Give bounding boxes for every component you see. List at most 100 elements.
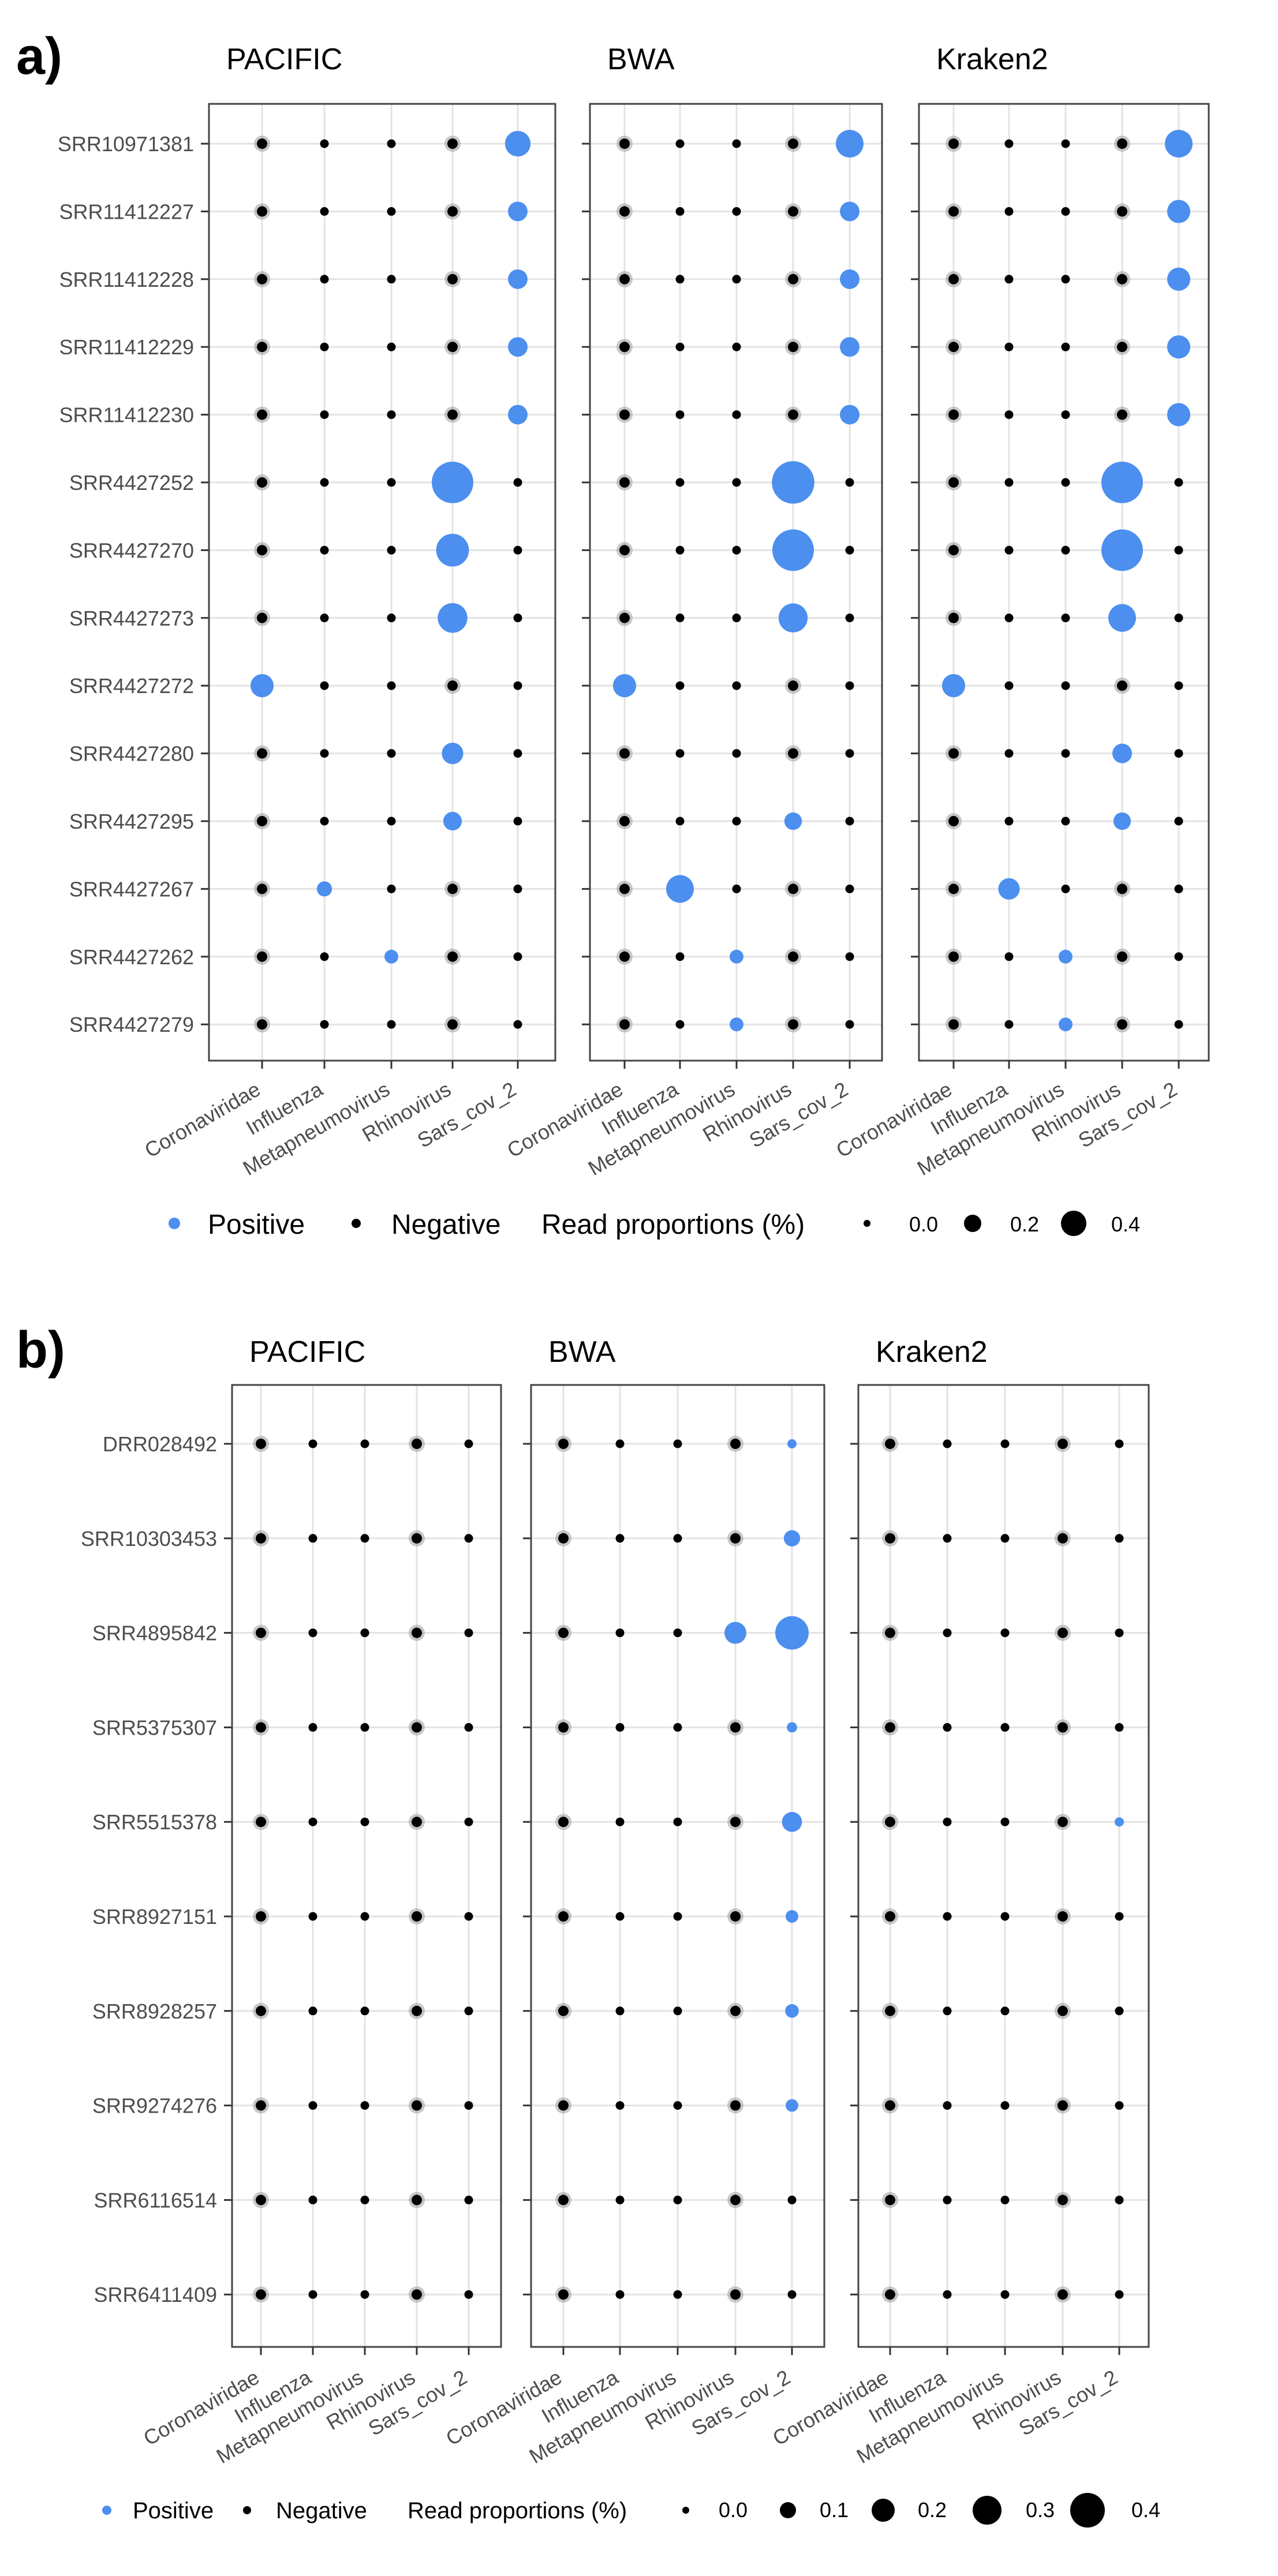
point-positive — [1115, 1817, 1124, 1827]
point-negative — [1061, 681, 1070, 690]
point-negative — [1174, 884, 1183, 893]
point-negative — [675, 681, 685, 690]
point-negative — [412, 1627, 422, 1638]
legend-negative-label: Negative — [391, 1210, 500, 1240]
point-negative — [464, 2290, 473, 2299]
point-negative — [447, 138, 458, 149]
point-negative — [730, 2195, 741, 2206]
point-negative — [558, 2005, 569, 2016]
point-negative — [943, 1817, 952, 1826]
point-negative — [1174, 817, 1183, 826]
point-positive — [785, 2004, 799, 2018]
point-negative — [1057, 1911, 1068, 1922]
y-tick-label: SRR6116514 — [94, 2188, 218, 2212]
y-tick-label: SRR4427295 — [69, 810, 194, 833]
point-negative — [948, 816, 959, 826]
point-negative — [257, 342, 267, 353]
point-negative — [320, 478, 329, 487]
point-positive — [998, 878, 1020, 900]
point-negative — [1004, 681, 1014, 690]
point-positive — [1101, 462, 1143, 503]
point-negative — [730, 2005, 741, 2016]
y-tick-label: SRR9274276 — [92, 2094, 217, 2118]
point-negative — [513, 817, 522, 826]
point-negative — [885, 1817, 895, 1828]
point-negative — [673, 1628, 682, 1638]
point-negative — [1000, 1817, 1010, 1826]
point-negative — [732, 410, 741, 420]
point-negative — [412, 1722, 422, 1733]
point-negative — [558, 2289, 569, 2300]
point-positive — [1165, 130, 1193, 158]
point-negative — [387, 1020, 396, 1029]
point-negative — [513, 952, 522, 961]
legend-size-title: Read proportions (%) — [541, 1210, 805, 1240]
point-negative — [558, 2100, 569, 2111]
point-negative — [943, 2195, 952, 2204]
legend-size-key — [682, 2507, 689, 2514]
point-negative — [1000, 1628, 1010, 1638]
point-negative — [558, 1911, 569, 1922]
point-negative — [787, 2195, 797, 2204]
point-negative — [788, 342, 798, 353]
y-tick-label: SRR4427280 — [69, 742, 194, 766]
point-negative — [619, 477, 630, 488]
point-negative — [885, 1439, 895, 1449]
point-negative — [360, 2195, 369, 2204]
point-negative — [788, 951, 798, 962]
point-negative — [1000, 2195, 1010, 2204]
facet-title: PACIFIC — [249, 1335, 365, 1369]
point-negative — [257, 883, 267, 894]
point-negative — [943, 1723, 952, 1732]
y-tick-label: SRR4427252 — [69, 471, 194, 495]
point-negative — [1057, 2195, 1068, 2206]
point-negative — [308, 1534, 317, 1543]
point-positive — [775, 1616, 809, 1650]
point-negative — [1000, 2006, 1010, 2016]
point-negative — [1004, 613, 1014, 623]
point-negative — [1061, 275, 1070, 284]
point-negative — [673, 1912, 682, 1921]
point-negative — [675, 1020, 685, 1029]
point-negative — [1004, 342, 1014, 351]
point-negative — [885, 2100, 895, 2111]
point-negative — [673, 2290, 682, 2299]
point-negative — [943, 1439, 952, 1448]
point-negative — [675, 613, 685, 623]
point-negative — [412, 2289, 422, 2300]
point-positive — [1112, 743, 1132, 763]
point-negative — [387, 681, 396, 690]
point-negative — [948, 138, 959, 149]
point-negative — [360, 1534, 369, 1543]
point-negative — [1004, 139, 1014, 148]
point-negative — [1117, 1019, 1127, 1030]
point-positive — [508, 405, 528, 425]
point-negative — [732, 613, 741, 623]
point-negative — [1000, 1912, 1010, 1921]
point-positive — [250, 674, 274, 698]
point-negative — [675, 749, 685, 758]
point-negative — [673, 2006, 682, 2016]
point-negative — [788, 409, 798, 420]
point-negative — [1000, 1439, 1010, 1448]
point-negative — [412, 1817, 422, 1828]
point-positive — [840, 337, 860, 357]
point-negative — [675, 342, 685, 351]
point-negative — [360, 1723, 369, 1732]
point-negative — [732, 478, 741, 487]
point-negative — [673, 1817, 682, 1826]
point-negative — [360, 1912, 369, 1921]
point-negative — [885, 2289, 895, 2300]
point-positive — [443, 811, 462, 831]
point-negative — [948, 748, 959, 759]
point-negative — [619, 274, 630, 284]
legend-negative-label: Negative — [276, 2498, 367, 2523]
point-negative — [1117, 409, 1127, 420]
point-negative — [845, 952, 854, 961]
point-negative — [1004, 749, 1014, 758]
point-negative — [360, 1439, 369, 1448]
point-negative — [675, 817, 685, 826]
point-negative — [256, 1533, 266, 1544]
point-negative — [615, 2101, 625, 2110]
point-negative — [885, 1722, 895, 1733]
